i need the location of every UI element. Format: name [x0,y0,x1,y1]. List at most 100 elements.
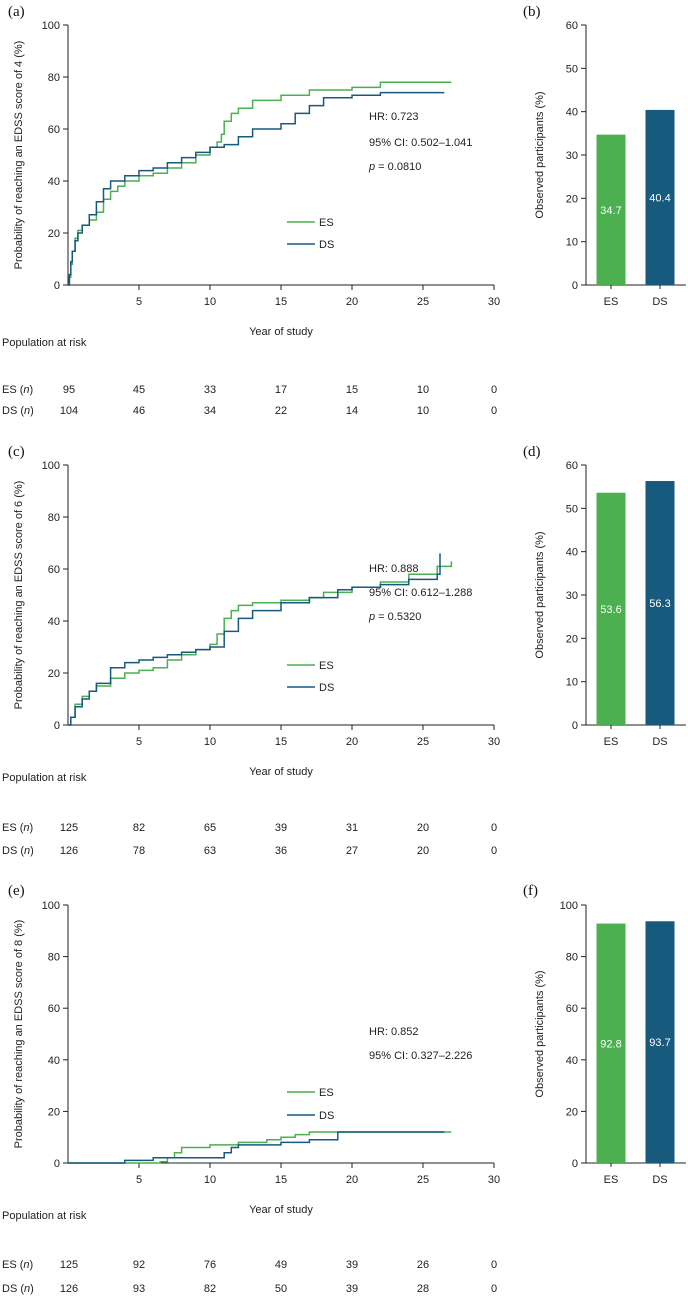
risk-value: 15 [346,384,358,396]
bar-y-tick-label: 60 [566,1003,578,1015]
bar-category-label: ES [604,1174,619,1186]
risk-value: 0 [491,384,497,396]
risk-value: 0 [491,405,497,417]
annotation: HR: 0.888 [369,563,419,575]
risk-value: 10 [417,384,429,396]
panel-e: (e) 0 20 40 60 80 100 5 10 15 20 25 30 Year of study P… [2,883,500,1295]
x-tick-label: 20 [346,296,358,308]
bar-y-tick-label: 20 [566,193,578,205]
risk-row-label-suffix: ) [30,1259,34,1271]
risk-value: 92 [133,1259,145,1271]
km-curve-es [68,1131,452,1164]
panel-f: (f) 0 20 40 60 80 100 Observed participants (%)… [523,883,686,1186]
annotation-p-value: = 0.0810 [375,161,421,173]
risk-value: 50 [275,1283,287,1295]
risk-row-label-n: n [24,1283,30,1295]
bar-y-tick-label: 60 [566,20,578,32]
bar-value-label: 56.3 [649,598,670,610]
x-tick-label: 30 [488,736,500,748]
y-tick-label: 100 [42,900,60,912]
y-tick-label: 40 [48,176,60,188]
bar-category-label: ES [604,736,619,748]
annotation: p = 0.0810 [368,161,421,173]
panel-b: (b) 0 10 20 30 40 50 60 Observed participants (%… [523,4,686,308]
km-curve-ds [68,91,445,286]
bar-y-tick-label: 20 [566,1106,578,1118]
risk-row-label-n: n [23,1259,29,1271]
y-tick-label: 100 [42,460,60,472]
risk-value: 78 [133,845,145,857]
annotation: p = 0.5320 [368,611,421,623]
bar-y-tick-label: 0 [572,720,578,732]
bar-y-tick-label: 50 [566,503,578,515]
risk-row-label-suffix: ) [30,1283,34,1295]
risk-value: 20 [417,822,429,834]
y-tick-label: 40 [48,616,60,628]
km-curve-ds [68,1131,445,1164]
risk-table-header: Population at risk [2,337,87,349]
risk-value: 33 [204,384,216,396]
risk-value: 36 [275,845,287,857]
bar-category-label: DS [652,296,667,308]
bar-y-tick-label: 10 [566,237,578,249]
y-axis-label: Probability of reaching an EDSS score of… [13,920,25,1149]
bar-y-tick-label: 100 [560,900,578,912]
bar-ds [645,109,675,285]
bar-y-tick-label: 30 [566,590,578,602]
legend-label: DS [319,1110,334,1122]
risk-row-label-prefix: DS ( [2,405,24,417]
panel-label: (b) [523,4,541,20]
panel-label: (e) [8,883,25,899]
y-tick-label: 60 [48,1003,60,1015]
risk-value: 28 [417,1283,429,1295]
bar-y-tick-label: 30 [566,150,578,162]
y-tick-label: 0 [54,1158,60,1170]
bar-y-tick-label: 60 [566,460,578,472]
risk-value: 0 [491,1283,497,1295]
risk-value: 45 [133,384,145,396]
x-tick-label: 5 [136,736,142,748]
risk-value: 39 [275,822,287,834]
y-tick-label: 60 [48,124,60,136]
y-tick-label: 80 [48,512,60,524]
bar-y-tick-label: 50 [566,63,578,75]
risk-table-header: Population at risk [2,772,87,784]
y-tick-label: 0 [54,280,60,292]
risk-row-label: DS (n) [2,405,34,417]
risk-row-label-suffix: ) [30,405,34,417]
risk-value: 65 [204,822,216,834]
annotation-p-italic: p [368,161,375,173]
risk-value: 95 [63,384,75,396]
bar-y-tick-label: 40 [566,107,578,119]
x-tick-label: 25 [417,1174,429,1186]
bar-y-tick-label: 40 [566,1055,578,1067]
risk-value: 104 [60,405,78,417]
bar-value-label: 93.7 [649,1037,670,1049]
bar-es [596,923,626,1163]
risk-row-label-n: n [23,822,29,834]
risk-row-label-suffix: ) [30,845,34,857]
bar-value-label: 92.8 [600,1038,621,1050]
bar-category-label: DS [652,736,667,748]
bar-y-tick-label: 10 [566,677,578,689]
risk-value: 22 [275,405,287,417]
risk-value: 82 [133,822,145,834]
risk-row-label-suffix: ) [30,822,34,834]
y-tick-label: 80 [48,72,60,84]
x-tick-label: 15 [275,296,287,308]
risk-value: 27 [346,845,358,857]
x-tick-label: 25 [417,296,429,308]
x-tick-label: 25 [417,736,429,748]
y-tick-label: 20 [48,668,60,680]
risk-value: 49 [275,1259,287,1271]
legend-label: ES [319,660,334,672]
risk-value: 0 [491,822,497,834]
risk-row-label-prefix: ES ( [2,1259,24,1271]
bar-y-tick-label: 0 [572,1158,578,1170]
panel-c: (c) 0 20 40 60 80 100 5 10 15 20 25 30 Year of study P… [2,444,500,857]
risk-row-label: ES (n) [2,1259,33,1271]
risk-value: 63 [204,845,216,857]
risk-value: 20 [417,845,429,857]
annotation: 95% CI: 0.612–1.288 [369,587,472,599]
